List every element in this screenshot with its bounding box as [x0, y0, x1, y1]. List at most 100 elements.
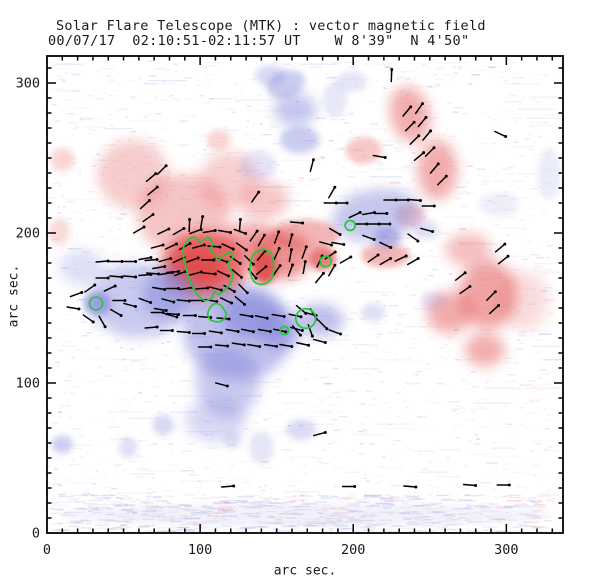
field-vector-tip [245, 291, 249, 295]
field-vector-tip [225, 384, 229, 388]
field-vector-tip [244, 248, 248, 252]
field-vector [208, 330, 223, 334]
field-vector [486, 291, 497, 301]
flux-region-positive [239, 180, 289, 220]
field-vector [221, 243, 234, 250]
field-vector-tip [504, 135, 508, 139]
flux-region-negative [420, 291, 446, 310]
field-strength-contour [88, 296, 104, 311]
axes-layer [46, 55, 564, 534]
field-vector [178, 242, 191, 251]
flux-region-positive [360, 243, 410, 268]
flux-region-negative [360, 303, 386, 322]
field-vector [237, 283, 248, 294]
field-vector [296, 342, 310, 346]
field-vector [164, 313, 178, 318]
field-vector-tip [431, 230, 435, 234]
field-vector [497, 255, 509, 265]
field-vector [313, 431, 327, 437]
field-vector-tip [91, 320, 95, 324]
flux-region-positive [389, 86, 431, 143]
field-vector [488, 304, 500, 315]
field-vector-tip [493, 290, 497, 294]
field-vector-tip [106, 259, 110, 263]
field-vector [331, 241, 345, 246]
field-vector-tip [196, 256, 200, 260]
field-vector [257, 328, 272, 333]
field-vector [98, 315, 106, 328]
field-vector [217, 229, 232, 234]
field-vector-tip [219, 331, 223, 335]
field-vector-tip [307, 343, 311, 347]
flux-region-negative [223, 431, 242, 449]
field-vector [302, 260, 307, 275]
field-vector-tip [177, 313, 181, 317]
field-vector-tip [268, 330, 272, 334]
field-vector [202, 272, 217, 275]
flux-region-negative [118, 437, 138, 458]
field-vector [324, 251, 336, 260]
field-vector [372, 154, 386, 159]
field-vector [402, 106, 412, 117]
field-vector-tip [77, 307, 81, 311]
flux-region-layer [48, 65, 562, 527]
field-vector [244, 255, 255, 265]
field-vector-tip [213, 228, 217, 232]
field-vector-tip [161, 311, 165, 314]
flux-region-negative [336, 71, 368, 92]
field-vector-tip [262, 233, 266, 237]
field-vector-tip [303, 260, 307, 264]
field-vector-tip [299, 315, 303, 319]
field-vector-tip [213, 272, 217, 276]
field-vector [231, 268, 243, 279]
field-vector [417, 116, 427, 128]
field-vector [339, 256, 352, 264]
field-vector-tip [257, 190, 261, 194]
field-vector-tip [376, 253, 380, 257]
field-vector [194, 287, 209, 290]
flux-region-negative [152, 414, 175, 436]
field-vector-tip [174, 242, 178, 246]
field-vector [109, 308, 122, 317]
field-vector-tip [177, 269, 181, 273]
field-vector-tip [321, 271, 325, 275]
field-vector-tip [106, 276, 110, 280]
field-vector [407, 257, 419, 266]
field-vector-tip [167, 227, 171, 231]
field-vector-tip [219, 288, 223, 292]
field-vector [165, 270, 180, 274]
field-vector-tip [258, 345, 262, 349]
field-vector [172, 227, 185, 236]
field-vector-tip [251, 262, 255, 266]
field-vector [309, 158, 315, 173]
field-vector [313, 338, 327, 344]
field-vector [422, 130, 432, 141]
figure-subtitle: 00/07/17 02:10:51-02:11:57 UT W 8'39" N … [48, 33, 470, 49]
y-tick-label: 100 [16, 376, 40, 392]
field-vector [186, 257, 199, 263]
field-vector-tip [390, 68, 394, 72]
field-vector-tip [201, 215, 205, 219]
field-vector [362, 234, 375, 241]
field-vector [414, 102, 424, 115]
field-vector-tip [169, 256, 173, 260]
field-vector [109, 275, 123, 278]
flux-region-negative [51, 435, 74, 454]
field-vector-tip [389, 257, 393, 260]
field-vector [247, 343, 261, 348]
field-vector-tip [251, 330, 255, 334]
field-vector [407, 198, 422, 202]
field-vector-tip [161, 243, 165, 247]
field-vector [138, 297, 152, 304]
field-vector-tip [202, 243, 206, 247]
field-vector-tip [155, 325, 159, 329]
field-vector-tip [389, 246, 393, 250]
field-vector-tip [157, 272, 161, 276]
field-vector [328, 264, 336, 277]
field-vector [165, 312, 180, 316]
field-vector-tip [93, 283, 97, 287]
field-vector [494, 130, 507, 138]
field-vector [394, 255, 407, 262]
flux-region-negative [184, 399, 247, 442]
